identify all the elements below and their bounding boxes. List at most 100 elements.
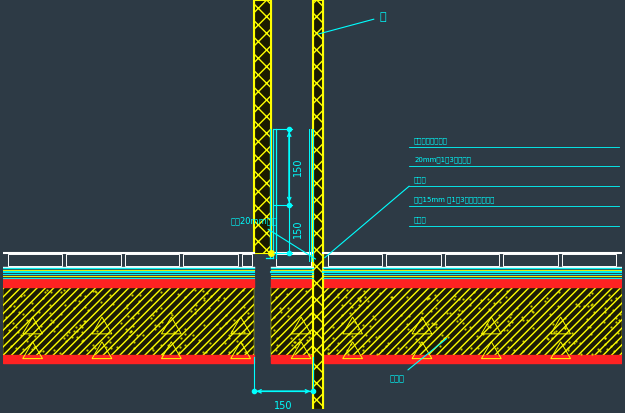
Point bbox=[180, 342, 190, 348]
Point bbox=[271, 294, 281, 300]
Point bbox=[527, 307, 537, 314]
Point bbox=[352, 325, 362, 332]
Point bbox=[540, 297, 550, 304]
Point bbox=[342, 287, 352, 294]
Point bbox=[48, 319, 58, 325]
Point bbox=[304, 351, 314, 357]
Bar bbox=[242, 254, 252, 266]
Point bbox=[46, 310, 56, 317]
Point bbox=[611, 314, 621, 321]
Point bbox=[604, 312, 614, 318]
Point bbox=[286, 335, 296, 342]
Bar bbox=[183, 254, 238, 266]
Point bbox=[466, 301, 476, 308]
Point bbox=[423, 294, 433, 301]
Text: 20mm押1：3水泥掌押: 20mm押1：3水泥掌押 bbox=[414, 157, 471, 164]
Point bbox=[431, 320, 441, 327]
Point bbox=[517, 314, 527, 320]
Point bbox=[428, 320, 438, 327]
Point bbox=[545, 311, 555, 317]
Point bbox=[458, 320, 468, 327]
Point bbox=[372, 350, 382, 357]
Point bbox=[42, 287, 52, 293]
Point bbox=[121, 326, 131, 332]
Point bbox=[611, 295, 621, 302]
Point bbox=[347, 304, 357, 311]
Point bbox=[29, 320, 39, 326]
Point bbox=[365, 323, 375, 330]
Point bbox=[304, 310, 314, 317]
Point bbox=[146, 297, 156, 303]
Point bbox=[135, 292, 145, 299]
Point bbox=[504, 321, 514, 328]
Point bbox=[354, 298, 364, 305]
Text: 厚制20mm该铺: 厚制20mm该铺 bbox=[231, 216, 316, 259]
Point bbox=[586, 302, 596, 309]
Point bbox=[454, 296, 464, 303]
Point bbox=[36, 322, 46, 329]
Point bbox=[582, 324, 592, 330]
Point bbox=[81, 347, 91, 354]
Point bbox=[269, 327, 279, 334]
Point bbox=[606, 323, 616, 330]
Point bbox=[324, 349, 334, 356]
Point bbox=[587, 290, 597, 297]
Point bbox=[224, 349, 234, 355]
Point bbox=[549, 328, 559, 335]
Point bbox=[358, 322, 368, 328]
Point bbox=[501, 294, 511, 301]
Point bbox=[239, 349, 249, 356]
Point bbox=[56, 289, 66, 296]
Point bbox=[229, 316, 239, 323]
Point bbox=[439, 335, 449, 341]
Point bbox=[403, 326, 413, 332]
Bar bbox=[323, 279, 622, 287]
Point bbox=[219, 295, 229, 302]
Point bbox=[431, 292, 441, 298]
Point bbox=[353, 295, 363, 301]
Point bbox=[146, 314, 156, 321]
Point bbox=[357, 347, 367, 354]
Point bbox=[505, 314, 515, 320]
Point bbox=[381, 343, 391, 349]
Point bbox=[362, 304, 372, 310]
Point bbox=[422, 296, 432, 303]
Point bbox=[486, 306, 496, 313]
Point bbox=[46, 317, 56, 323]
Text: 厚制15mm 押1：3水泥掌押，掌押: 厚制15mm 押1：3水泥掌押，掌押 bbox=[414, 197, 494, 203]
Point bbox=[562, 344, 572, 351]
Point bbox=[150, 322, 160, 328]
Point bbox=[562, 347, 572, 354]
Point bbox=[30, 332, 40, 339]
Point bbox=[64, 328, 74, 335]
Point bbox=[584, 291, 594, 298]
Point bbox=[422, 333, 432, 340]
Point bbox=[344, 310, 354, 316]
Point bbox=[75, 322, 85, 328]
Point bbox=[414, 339, 424, 345]
Point bbox=[518, 347, 528, 354]
Point bbox=[199, 321, 209, 328]
Bar bbox=[562, 254, 616, 266]
Point bbox=[24, 331, 34, 338]
Point bbox=[16, 293, 26, 299]
Text: 150: 150 bbox=[293, 220, 303, 238]
Point bbox=[224, 332, 234, 339]
Point bbox=[291, 343, 301, 350]
Point bbox=[292, 307, 302, 313]
Point bbox=[528, 325, 538, 331]
Point bbox=[156, 342, 166, 349]
Point bbox=[506, 336, 516, 343]
Point bbox=[180, 326, 190, 333]
Point bbox=[106, 345, 116, 351]
Point bbox=[29, 307, 39, 313]
Point bbox=[551, 328, 561, 335]
Bar bbox=[328, 254, 382, 266]
Point bbox=[150, 325, 160, 332]
Point bbox=[188, 332, 198, 338]
Point bbox=[243, 313, 253, 320]
Point bbox=[560, 325, 570, 332]
Point bbox=[38, 347, 48, 354]
Point bbox=[476, 297, 486, 304]
Point bbox=[613, 330, 623, 336]
